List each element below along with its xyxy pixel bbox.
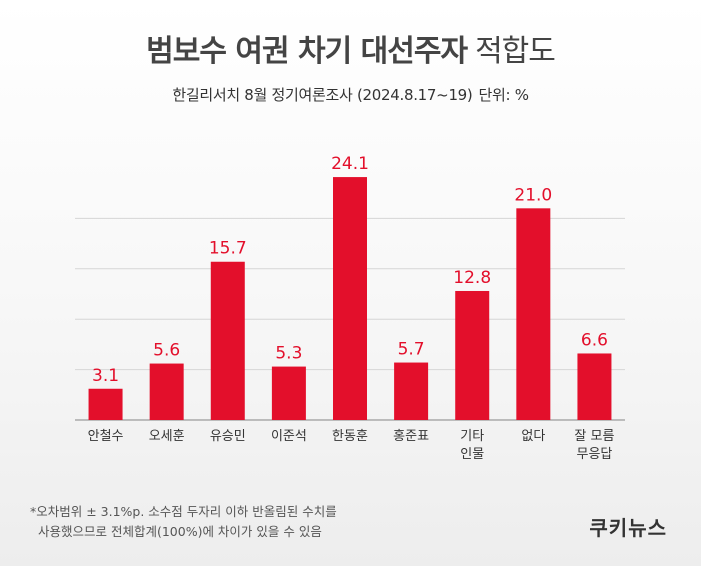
x-tick-label: 잘 모름	[574, 429, 614, 444]
data-label: 5.7	[398, 340, 425, 360]
bar	[394, 362, 429, 420]
survey-source: 한길리서치 8월 정기여론조사 (2024.8.17~19)	[172, 86, 473, 104]
x-tick-label: 없다	[521, 429, 545, 444]
x-tick-label: 유승민	[210, 429, 246, 444]
x-tick-label: 무응답	[576, 447, 612, 462]
x-tick-label: 한동훈	[332, 429, 368, 444]
bar	[271, 366, 306, 420]
x-tick-label: 이준석	[271, 429, 307, 444]
bar	[577, 353, 612, 420]
data-label: 24.1	[331, 154, 369, 174]
publisher-logo: 쿠키뉴스	[589, 516, 667, 540]
bar	[516, 208, 551, 420]
x-tick-label: 오세훈	[149, 429, 185, 444]
footnote-line-1: *오차범위 ± 3.1%p. 소수점 두자리 이하 반올림된 수치를	[30, 504, 337, 519]
data-label: 5.6	[153, 341, 180, 361]
chart-subtitle: 한길리서치 8월 정기여론조사 (2024.8.17~19) 단위: %	[0, 84, 701, 105]
bar	[149, 363, 184, 420]
title-main: 범보수 여권 차기 대선주자	[146, 34, 468, 69]
data-label: 6.6	[581, 330, 608, 350]
footnote-line-2: 사용했으므로 전체합계(100%)에 차이가 있을 수 있음	[38, 524, 322, 539]
bar	[455, 290, 490, 420]
bar	[210, 261, 245, 420]
data-label: 15.7	[209, 239, 247, 259]
data-label: 5.3	[275, 344, 302, 364]
data-label: 3.1	[92, 366, 119, 386]
unit-label: 단위: %	[478, 86, 529, 104]
data-label: 21.0	[514, 185, 552, 205]
data-label: 12.8	[453, 268, 491, 288]
x-tick-label: 기타	[460, 429, 484, 444]
x-tick-label: 인물	[460, 447, 484, 462]
footnote: *오차범위 ± 3.1%p. 소수점 두자리 이하 반올림된 수치를 사용했으므…	[30, 502, 337, 542]
x-tick-label: 홍준표	[393, 429, 429, 444]
bar	[333, 177, 367, 420]
bar	[88, 388, 123, 420]
x-tick-label: 안철수	[88, 429, 124, 444]
title-suffix: 적합도	[475, 34, 556, 69]
chart-title: 범보수 여권 차기 대선주자 적합도	[0, 26, 701, 70]
